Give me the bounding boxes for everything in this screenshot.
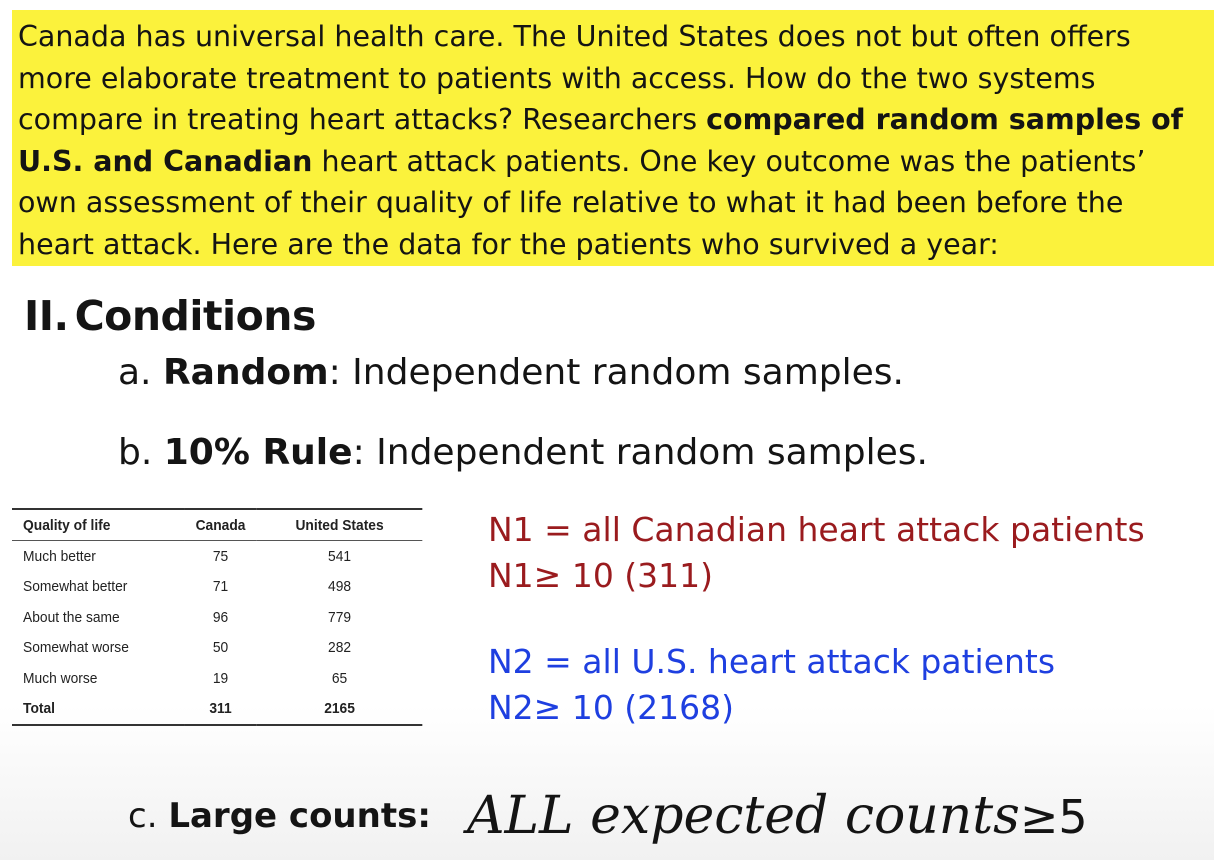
intro-line-4-text: heart attack patients. One key outcome w… <box>312 144 1146 178</box>
table-row: Somewhat better 71 498 <box>12 572 422 603</box>
table-row: About the same 96 779 <box>12 602 422 633</box>
canada-total: 311 <box>209 700 232 718</box>
n2-definition: N2 = all U.S. heart attack patients <box>488 642 1056 681</box>
intro-line-3-text: compare in treating heart attacks? Resea… <box>18 103 707 136</box>
table-header-row: Quality of life Canada United States <box>12 509 423 541</box>
table-row: Much worse 19 65 <box>12 663 422 694</box>
table-total-row: Total 311 2165 <box>12 694 423 725</box>
header-canada: Canada <box>195 516 246 534</box>
formula-five: 5 <box>1058 790 1088 844</box>
us-value: 779 <box>328 608 352 626</box>
canada-value: 19 <box>212 669 229 687</box>
row-label: Much worse <box>23 669 98 687</box>
row-label: Much better <box>23 547 96 565</box>
intro-line-4: U.S. and Canadian heart attack patients.… <box>18 141 1214 183</box>
intro-bold-phrase-2: U.S. and Canadian <box>18 144 313 178</box>
row-label: Somewhat better <box>23 578 128 596</box>
condition-b-name: 10% Rule <box>163 432 353 473</box>
condition-a-name: Random <box>162 352 329 393</box>
n1-definition: N1 = all Canadian heart attack patients <box>488 510 1145 549</box>
row-label: About the same <box>23 608 120 626</box>
section-heading: II. Conditions <box>24 292 316 340</box>
section-title: Conditions <box>74 292 317 340</box>
intro-line-1: Canada has universal health care. The Un… <box>18 20 1131 53</box>
us-value: 498 <box>328 578 352 596</box>
condition-large-counts: c. Large counts: ALL expected counts≥5 <box>128 786 1088 846</box>
canada-value: 75 <box>212 547 229 565</box>
quality-of-life-table-wrap: Quality of life Canada United States Muc… <box>12 508 423 726</box>
canada-value: 96 <box>212 608 229 626</box>
condition-random: a. Random: Independent random samples. <box>118 352 904 393</box>
greater-equal-symbol: ≥ <box>1019 790 1059 844</box>
formula-expected-counts: expected counts <box>573 786 1020 846</box>
intro-line-6: heart attack. Here are the data for the … <box>18 227 999 261</box>
n2-rule: N2≥ 10 (2168) <box>488 688 735 727</box>
condition-c-name: Large counts: <box>168 796 431 836</box>
us-value: 282 <box>328 639 352 657</box>
header-quality-of-life: Quality of life <box>23 516 111 534</box>
large-counts-formula: ALL expected counts≥5 <box>467 786 1088 846</box>
problem-statement: Canada has universal health care. The Un… <box>12 10 1214 266</box>
condition-c-label: c. Large counts: <box>128 796 431 836</box>
intro-line-2: more elaborate treatment to patients wit… <box>18 61 1096 95</box>
us-value: 65 <box>331 669 348 687</box>
table-row: Much better 75 541 <box>12 541 422 572</box>
condition-a-prefix: a. <box>118 352 163 393</box>
condition-b-prefix: b. <box>118 432 164 473</box>
quality-of-life-table: Quality of life Canada United States Muc… <box>12 508 423 726</box>
table-row: Somewhat worse 50 282 <box>12 633 422 664</box>
total-label: Total <box>23 700 55 718</box>
header-united-states: United States <box>295 516 384 534</box>
intro-bold-phrase-1: compared random samples of <box>706 103 1184 136</box>
row-label: Somewhat worse <box>23 639 129 657</box>
us-value: 541 <box>328 547 352 565</box>
section-number: II. <box>24 292 69 340</box>
condition-b-text: : Independent random samples. <box>352 432 928 473</box>
canada-value: 71 <box>212 578 229 596</box>
n1-rule: N1≥ 10 (311) <box>488 556 714 595</box>
intro-line-3: compare in treating heart attacks? Resea… <box>18 99 1214 141</box>
condition-ten-percent-rule: b. 10% Rule: Independent random samples. <box>118 432 928 473</box>
condition-a-text: : Independent random samples. <box>328 352 904 393</box>
formula-all: ALL <box>466 786 574 846</box>
condition-c-prefix: c. <box>128 796 169 836</box>
intro-line-5: own assessment of their quality of life … <box>18 186 1124 219</box>
us-total: 2165 <box>324 700 355 718</box>
canada-value: 50 <box>212 639 229 657</box>
